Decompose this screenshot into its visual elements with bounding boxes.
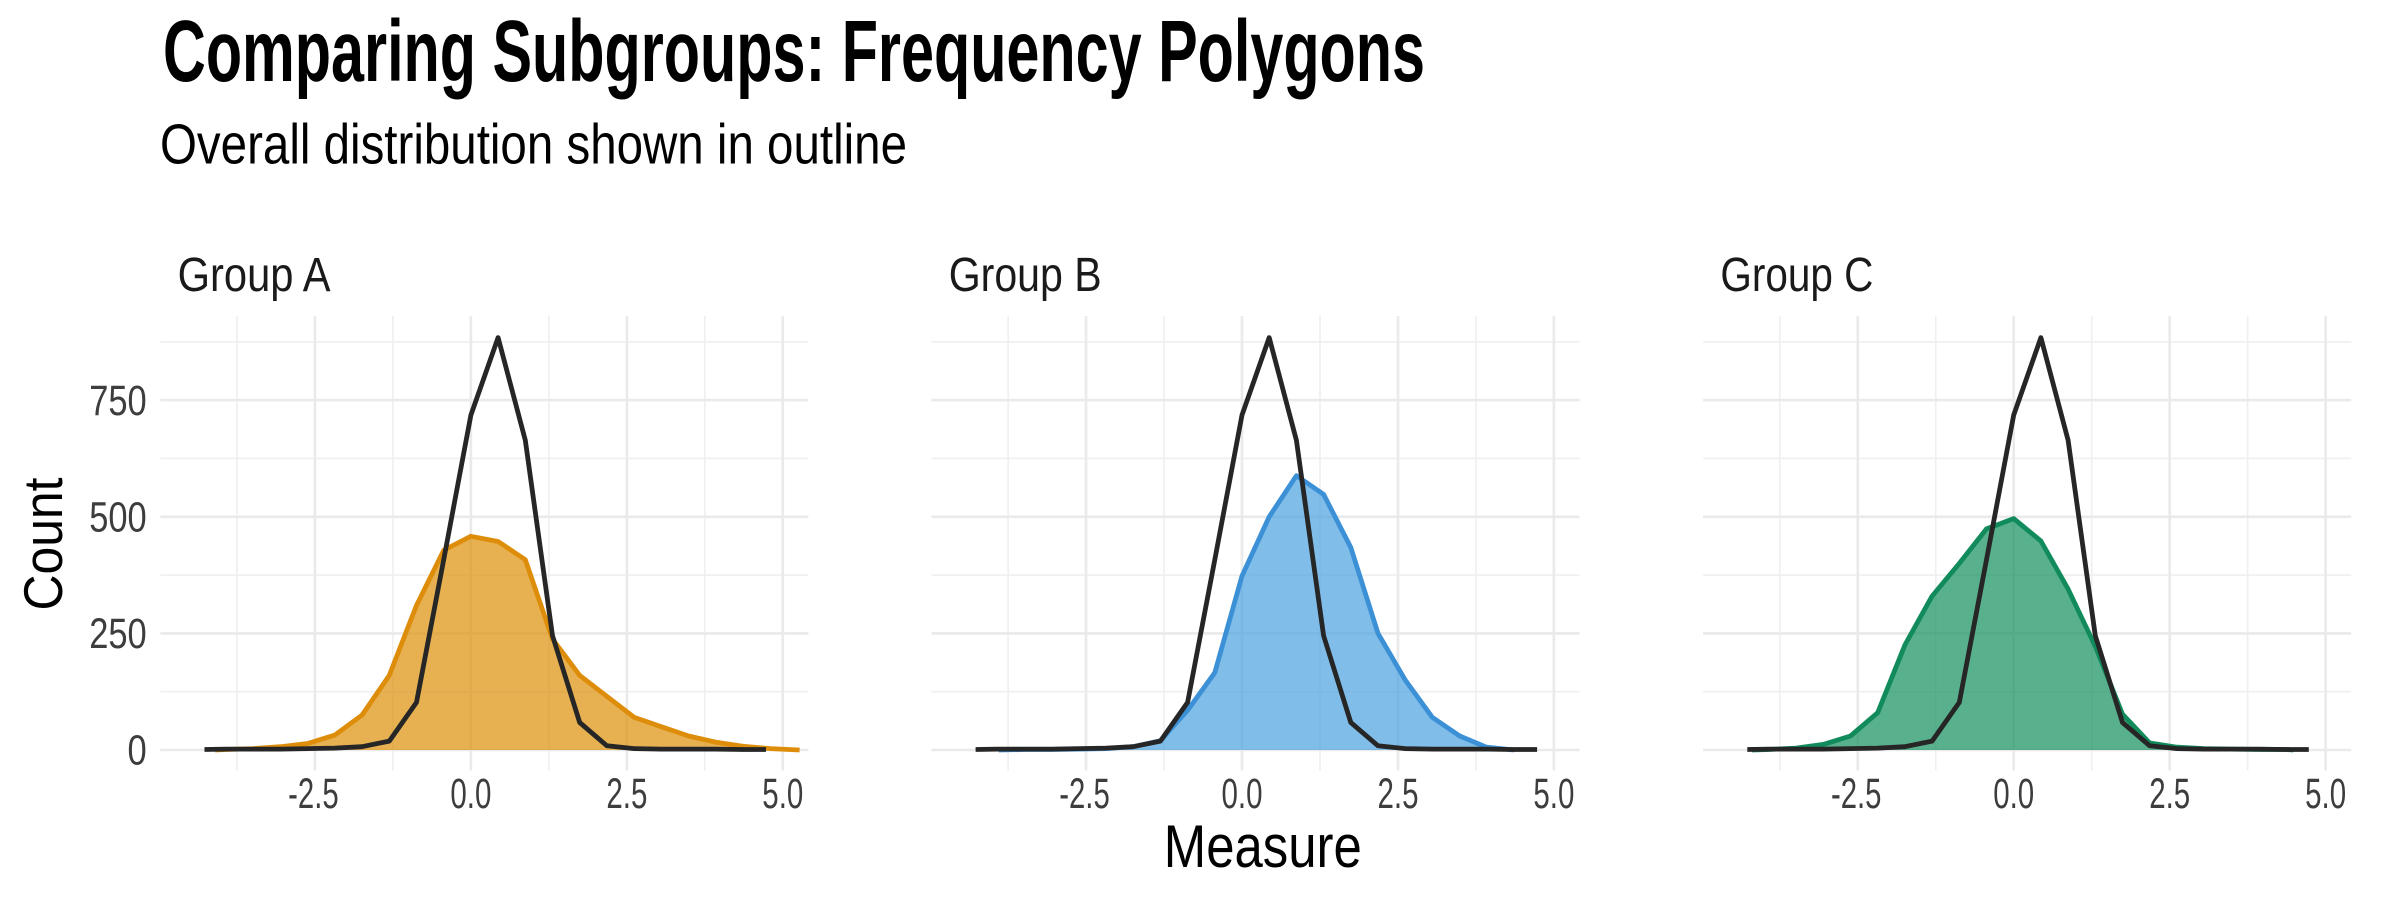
svg-text:2.5: 2.5 bbox=[606, 770, 647, 818]
svg-text:Group C: Group C bbox=[1720, 249, 1873, 302]
svg-text:-2.5: -2.5 bbox=[1831, 770, 1882, 818]
svg-text:Comparing Subgroups: Frequency: Comparing Subgroups: Frequency Polygons bbox=[163, 3, 1425, 100]
svg-text:Group B: Group B bbox=[949, 249, 1102, 302]
svg-text:2.5: 2.5 bbox=[1378, 770, 1419, 818]
svg-text:750: 750 bbox=[89, 377, 147, 425]
svg-text:-2.5: -2.5 bbox=[288, 770, 339, 818]
svg-text:Group A: Group A bbox=[178, 249, 331, 302]
svg-text:Count: Count bbox=[12, 478, 74, 611]
svg-text:0: 0 bbox=[128, 727, 147, 775]
svg-text:5.0: 5.0 bbox=[2305, 770, 2346, 818]
svg-text:250: 250 bbox=[89, 610, 147, 658]
svg-text:500: 500 bbox=[89, 494, 147, 542]
svg-text:-2.5: -2.5 bbox=[1059, 770, 1110, 818]
svg-text:0.0: 0.0 bbox=[1993, 770, 2034, 818]
svg-text:Measure: Measure bbox=[1164, 813, 1362, 880]
svg-text:5.0: 5.0 bbox=[762, 770, 803, 818]
svg-text:2.5: 2.5 bbox=[2149, 770, 2190, 818]
svg-text:5.0: 5.0 bbox=[1533, 770, 1574, 818]
svg-text:0.0: 0.0 bbox=[1222, 770, 1263, 818]
svg-text:0.0: 0.0 bbox=[450, 770, 491, 818]
svg-text:Overall distribution shown in: Overall distribution shown in outline bbox=[160, 113, 907, 177]
